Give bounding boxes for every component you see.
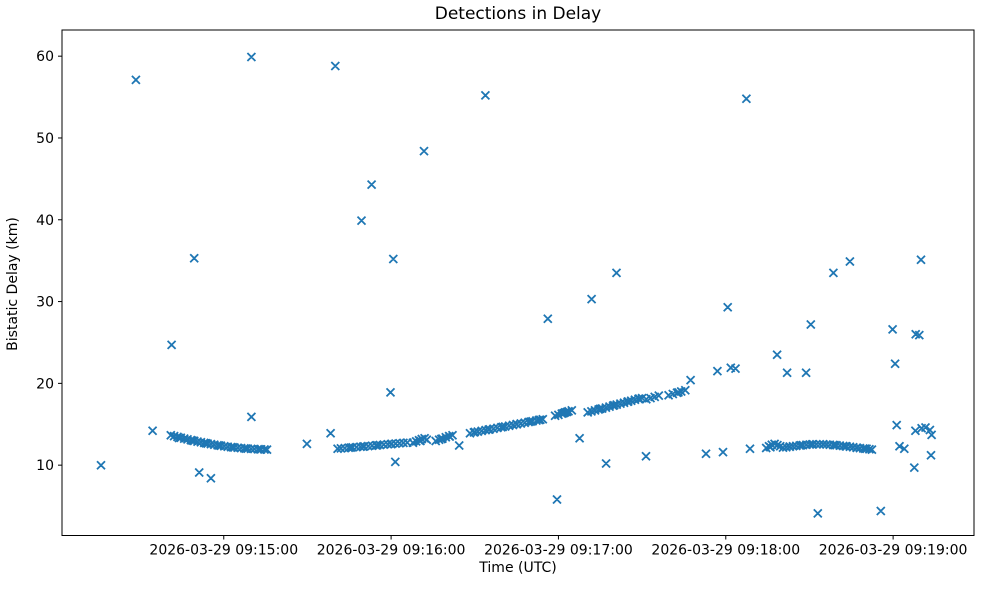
y-tick-label: 10 [36, 458, 54, 474]
x-axis-label: Time (UTC) [479, 560, 557, 576]
chart-title: Detections in Delay [434, 4, 602, 24]
y-tick-label: 50 [36, 131, 54, 147]
x-tick-label: 2026-03-29 09:19:00 [819, 543, 968, 559]
scatter-points [96, 52, 937, 519]
y-tick-label: 30 [36, 295, 54, 311]
y-tick-label: 60 [36, 49, 54, 65]
plot-border [61, 29, 975, 536]
y-axis-ticks: 10 20 30 40 50 60 [36, 49, 62, 474]
y-tick-label: 40 [36, 213, 54, 229]
x-tick-label: 2026-03-29 09:15:00 [149, 543, 298, 559]
y-axis-label: Bistatic Delay (km) [5, 217, 21, 351]
x-tick-label: 2026-03-29 09:16:00 [317, 543, 466, 559]
y-tick-label: 20 [36, 376, 54, 392]
x-tick-label: 2026-03-29 09:17:00 [484, 543, 633, 559]
x-axis-ticks: 2026-03-29 09:15:00 2026-03-29 09:16:00 20… [149, 535, 968, 559]
x-tick-label: 2026-03-29 09:18:00 [651, 543, 800, 559]
